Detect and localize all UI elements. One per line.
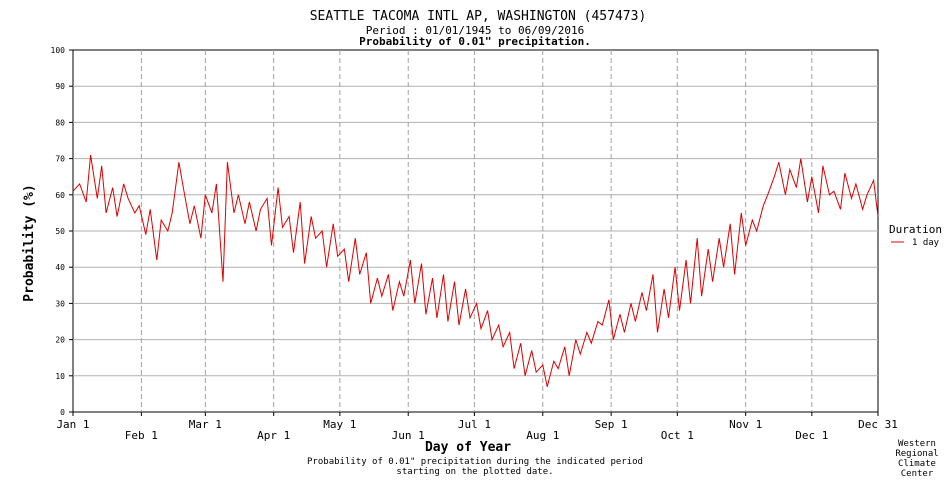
y-tick-label: 0	[60, 408, 65, 417]
x-axis-ticks: Jan 1 Feb 1 Mar 1 Apr 1 May 1 Jun 1 Jul 1 Aug 1…	[56, 412, 898, 442]
x-tick-label: Dec 31	[858, 418, 898, 431]
series-group	[72, 154, 879, 387]
grid-lines	[73, 50, 878, 412]
y-tick-label: 30	[55, 299, 65, 308]
chart-station-title: SEATTLE TACOMA INTL AP, WASHINGTON (4574…	[310, 9, 647, 24]
legend-title: Duration	[889, 223, 942, 236]
x-tick-label: Jun 1	[392, 429, 425, 442]
credit-line-1: Western	[898, 439, 936, 449]
x-tick-label: Sep 1	[595, 418, 628, 431]
x-tick-label: May 1	[323, 418, 356, 431]
y-axis-ticks: 0 10 20 30 40 50 60 70 80 90 100	[51, 46, 73, 417]
y-axis-label: Probability (%)	[22, 184, 37, 301]
x-tick-label: Aug 1	[526, 429, 559, 442]
x-tick-label: Nov 1	[729, 418, 762, 431]
y-tick-label: 50	[55, 227, 65, 236]
x-tick-label: Feb 1	[125, 429, 158, 442]
x-axis-label: Day of Year	[425, 440, 511, 455]
legend-entry: 1 day	[912, 238, 940, 248]
footer-note-line2: starting on the plotted date.	[396, 467, 553, 477]
y-tick-label: 80	[55, 118, 65, 127]
x-tick-label: Oct 1	[661, 429, 694, 442]
y-tick-label: 60	[55, 191, 65, 200]
y-tick-label: 100	[51, 46, 66, 55]
y-tick-label: 20	[55, 336, 65, 345]
y-tick-label: 70	[55, 155, 65, 164]
x-tick-label: Mar 1	[189, 418, 222, 431]
credit-line-2: Regional	[895, 449, 938, 459]
footer-note-line1: Probability of 0.01" precipitation durin…	[307, 457, 643, 467]
y-tick-label: 10	[55, 372, 65, 381]
credit-line-3: Climate	[898, 459, 936, 469]
series-line-1-day	[72, 154, 879, 387]
credit-line-4: Center	[901, 469, 934, 479]
chart-period: Period : 01/01/1945 to 06/09/2016	[366, 24, 585, 37]
y-tick-label: 90	[55, 82, 65, 91]
chart-subtitle: Probability of 0.01" precipitation.	[359, 35, 591, 48]
y-tick-label: 40	[55, 263, 65, 272]
x-tick-label: Apr 1	[257, 429, 290, 442]
x-tick-label: Jan 1	[56, 418, 89, 431]
x-tick-label: Dec 1	[795, 429, 828, 442]
x-tick-label: Jul 1	[458, 418, 491, 431]
